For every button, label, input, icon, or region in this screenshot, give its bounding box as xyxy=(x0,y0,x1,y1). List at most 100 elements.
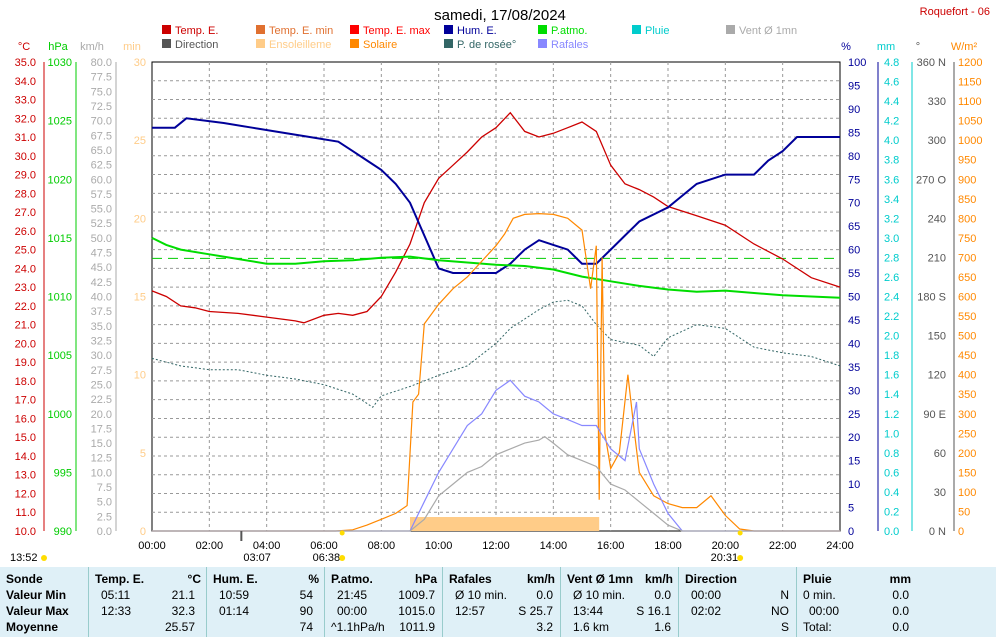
temp-tick-label: 17.0 xyxy=(15,395,36,407)
legend: Temp. E. Temp. E. min Temp. E. max Hum. E. P… xyxy=(162,25,797,51)
cell: 1011.9 xyxy=(399,620,435,634)
cell: ^1.1hPa/h xyxy=(331,620,385,634)
solar-tick-label: 150 xyxy=(958,467,976,479)
deg-tick-label: 150 xyxy=(928,331,946,343)
press-tick-label: 1005 xyxy=(48,350,72,362)
x-tick-label: 10:00 xyxy=(425,540,453,552)
hum-tick-label: 0 xyxy=(848,526,854,538)
rain-tick-label: 2.6 xyxy=(884,272,899,284)
cell: 54 xyxy=(299,588,313,602)
x-tick-label: 04:00 xyxy=(253,540,281,552)
summary-col-sonde: Sonde Valeur Min Valeur Max Moyenne xyxy=(0,567,88,637)
temp-tick-label: 20.0 xyxy=(15,338,36,350)
cell: 0.0 xyxy=(654,588,671,602)
col-unit: °C xyxy=(187,572,201,586)
col-header: Vent Ø 1mn xyxy=(567,572,634,586)
plot xyxy=(151,111,841,532)
cell: 0.0 xyxy=(892,620,909,634)
sunshine-bar xyxy=(410,517,600,531)
legend-swatch xyxy=(256,25,265,34)
min-tick-label: 20 xyxy=(134,213,146,225)
axis-unit-label: hPa xyxy=(48,41,68,53)
sunrise-marker xyxy=(339,530,345,536)
hum-tick-label: 75 xyxy=(848,174,860,186)
press-tick-label: 995 xyxy=(54,467,72,479)
min-tick-label: 0 xyxy=(140,526,146,538)
temp-tick-label: 24.0 xyxy=(15,263,36,275)
solar-tick-label: 600 xyxy=(958,292,976,304)
solar-tick-label: 1000 xyxy=(958,135,982,147)
solar-tick-label: 1150 xyxy=(958,77,982,89)
hum-tick-label: 90 xyxy=(848,104,860,116)
wind-tick-label: 0.0 xyxy=(97,526,112,538)
axis-unit-label: km/h xyxy=(80,41,104,53)
deg-tick-label: 270 O xyxy=(916,174,946,186)
deg-tick-label: 90 E xyxy=(923,409,946,421)
min-tick-label: 15 xyxy=(134,292,146,304)
press-tick-label: 1010 xyxy=(48,292,72,304)
cell: N xyxy=(780,588,789,602)
x-tick-label: 20:00 xyxy=(712,540,740,552)
cell: 1.6 km xyxy=(573,620,610,634)
cell: 00:00 xyxy=(691,588,722,602)
cell: 00:00 xyxy=(809,604,840,618)
wind-tick-label: 35.0 xyxy=(91,321,112,333)
rain-tick-label: 1.6 xyxy=(884,370,899,382)
axis-unit-label: % xyxy=(841,41,851,53)
legend-swatch xyxy=(256,39,265,48)
wind-tick-label: 10.0 xyxy=(91,467,112,479)
summary-col-vent: Vent Ø 1mn km/h Ø 10 min. 0.0 13:44 S 16… xyxy=(560,567,679,637)
moon-icon xyxy=(41,555,47,561)
cell: 90 xyxy=(299,604,313,618)
wind-tick-label: 62.5 xyxy=(91,160,112,172)
wind-tick-label: 65.0 xyxy=(91,145,112,157)
press-tick-label: 1025 xyxy=(48,116,72,128)
cell: 21.1 xyxy=(171,588,195,602)
hum-tick-label: 70 xyxy=(848,198,860,210)
min-tick-label: 30 xyxy=(134,57,146,69)
x-tick-label: 00:00 xyxy=(138,540,166,552)
temp-tick-label: 32.0 xyxy=(15,113,36,125)
rain-tick-label: 1.2 xyxy=(884,409,899,421)
cell: S 25.7 xyxy=(518,604,553,618)
hum-tick-label: 20 xyxy=(848,432,860,444)
wind-tick-label: 15.0 xyxy=(91,438,112,450)
temp-tick-label: 31.0 xyxy=(15,132,36,144)
col-header: P.atmo. xyxy=(331,572,373,586)
legend-label: Vent Ø 1mn xyxy=(739,25,797,37)
x-tick-label: 18:00 xyxy=(654,540,682,552)
x-tick-label: 06:00 xyxy=(310,540,338,552)
solar-tick-label: 400 xyxy=(958,370,976,382)
axis-unit-label: ° xyxy=(916,41,920,53)
summary-table: Sonde Valeur Min Valeur Max Moyenne Temp… xyxy=(0,567,996,637)
wind-tick-label: 80.0 xyxy=(91,57,112,69)
solar-tick-label: 50 xyxy=(958,506,970,518)
x-tick-label: 02:00 xyxy=(196,540,224,552)
cell: 05:11 xyxy=(101,588,131,602)
temp-tick-label: 10.0 xyxy=(15,526,36,538)
legend-label: Rafales xyxy=(551,39,589,51)
solar-tick-label: 550 xyxy=(958,311,976,323)
wind-tick-label: 12.5 xyxy=(91,453,112,465)
temp-tick-label: 28.0 xyxy=(15,188,36,200)
summary-col-temp: Temp. E. °C 05:11 21.1 12:33 32.3 25.57 xyxy=(88,567,207,637)
hum-tick-label: 60 xyxy=(848,245,860,257)
rain-tick-label: 4.2 xyxy=(884,116,899,128)
wind-tick-label: 72.5 xyxy=(91,101,112,113)
rain-tick-label: 0.6 xyxy=(884,467,899,479)
wind-tick-label: 70.0 xyxy=(91,116,112,128)
wind-tick-label: 17.5 xyxy=(91,423,112,435)
solar-tick-label: 450 xyxy=(958,350,976,362)
wind-tick-label: 55.0 xyxy=(91,204,112,216)
series-line xyxy=(151,299,841,408)
temp-tick-label: 18.0 xyxy=(15,376,36,388)
deg-tick-label: 300 xyxy=(928,135,946,147)
solar-tick-label: 0 xyxy=(958,526,964,538)
deg-tick-label: 210 xyxy=(928,252,946,264)
legend-label: Hum. E. xyxy=(457,25,497,37)
row-label-max: Valeur Max xyxy=(6,604,69,618)
series-line xyxy=(152,379,840,532)
axes: 00:00 02:00 04:00 06:00 08:00 10:00 12:00 14:00… xyxy=(15,41,983,552)
legend-label: Pluie xyxy=(645,25,669,37)
deg-tick-label: 60 xyxy=(934,448,946,460)
